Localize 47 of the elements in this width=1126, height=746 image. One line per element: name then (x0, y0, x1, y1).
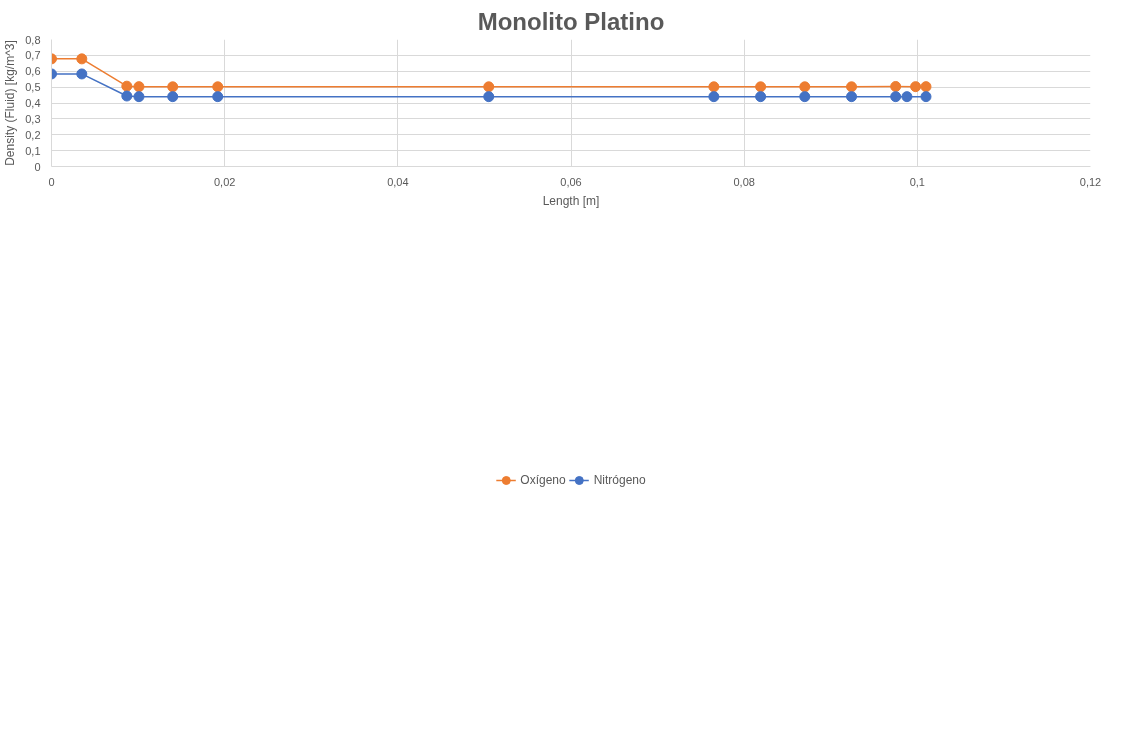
point (890, 91, 902, 103)
x-tick-label: 0,02 (213, 175, 236, 188)
x-tick-label: 0 (48, 175, 55, 188)
point (708, 91, 720, 103)
x-axis-title: Length [m] (542, 193, 600, 208)
point (846, 91, 858, 103)
x-tick-label: 0,1 (909, 175, 925, 188)
y-tick-label: 0,3 (25, 112, 41, 125)
point (755, 81, 767, 93)
point (167, 91, 179, 103)
y-tick-label: 0,2 (25, 128, 41, 141)
point (133, 91, 145, 103)
point (920, 91, 932, 103)
point (755, 91, 767, 103)
y-tick-label: 0,1 (25, 144, 41, 157)
point (167, 81, 179, 93)
point (483, 91, 495, 103)
point (76, 53, 88, 65)
point (483, 81, 495, 93)
y-tick-label: 0,4 (25, 97, 41, 109)
point (910, 81, 922, 93)
point (708, 81, 720, 93)
x-tick-label: 0,08 (733, 175, 755, 188)
y-axis-title: Density (Fluid) [kg/m^3] (3, 40, 18, 166)
point (901, 91, 913, 103)
legend-label: Oxígeno (520, 473, 566, 487)
point (76, 68, 88, 80)
x-tick-label: 0,06 (560, 175, 582, 188)
point (799, 91, 811, 103)
point (920, 81, 932, 93)
y-tick-label: 0,8 (25, 33, 41, 46)
point (133, 81, 145, 93)
x-tick-label: 0,12 (1079, 175, 1102, 188)
point (846, 81, 858, 93)
chart-title: Monolito Platino (477, 7, 665, 35)
x-tick-label: 0,04 (387, 175, 409, 188)
y-tick-label: 0,6 (25, 65, 41, 78)
y-tick-label: 0,7 (25, 49, 41, 62)
point (212, 91, 224, 103)
point (121, 90, 133, 102)
y-tick-label: 0 (34, 160, 41, 173)
point (890, 81, 902, 92)
point (799, 81, 811, 93)
y-tick-label: 0,5 (25, 81, 41, 94)
point (121, 80, 133, 92)
point (212, 81, 224, 93)
legend-label: Nitrógeno (593, 473, 646, 487)
